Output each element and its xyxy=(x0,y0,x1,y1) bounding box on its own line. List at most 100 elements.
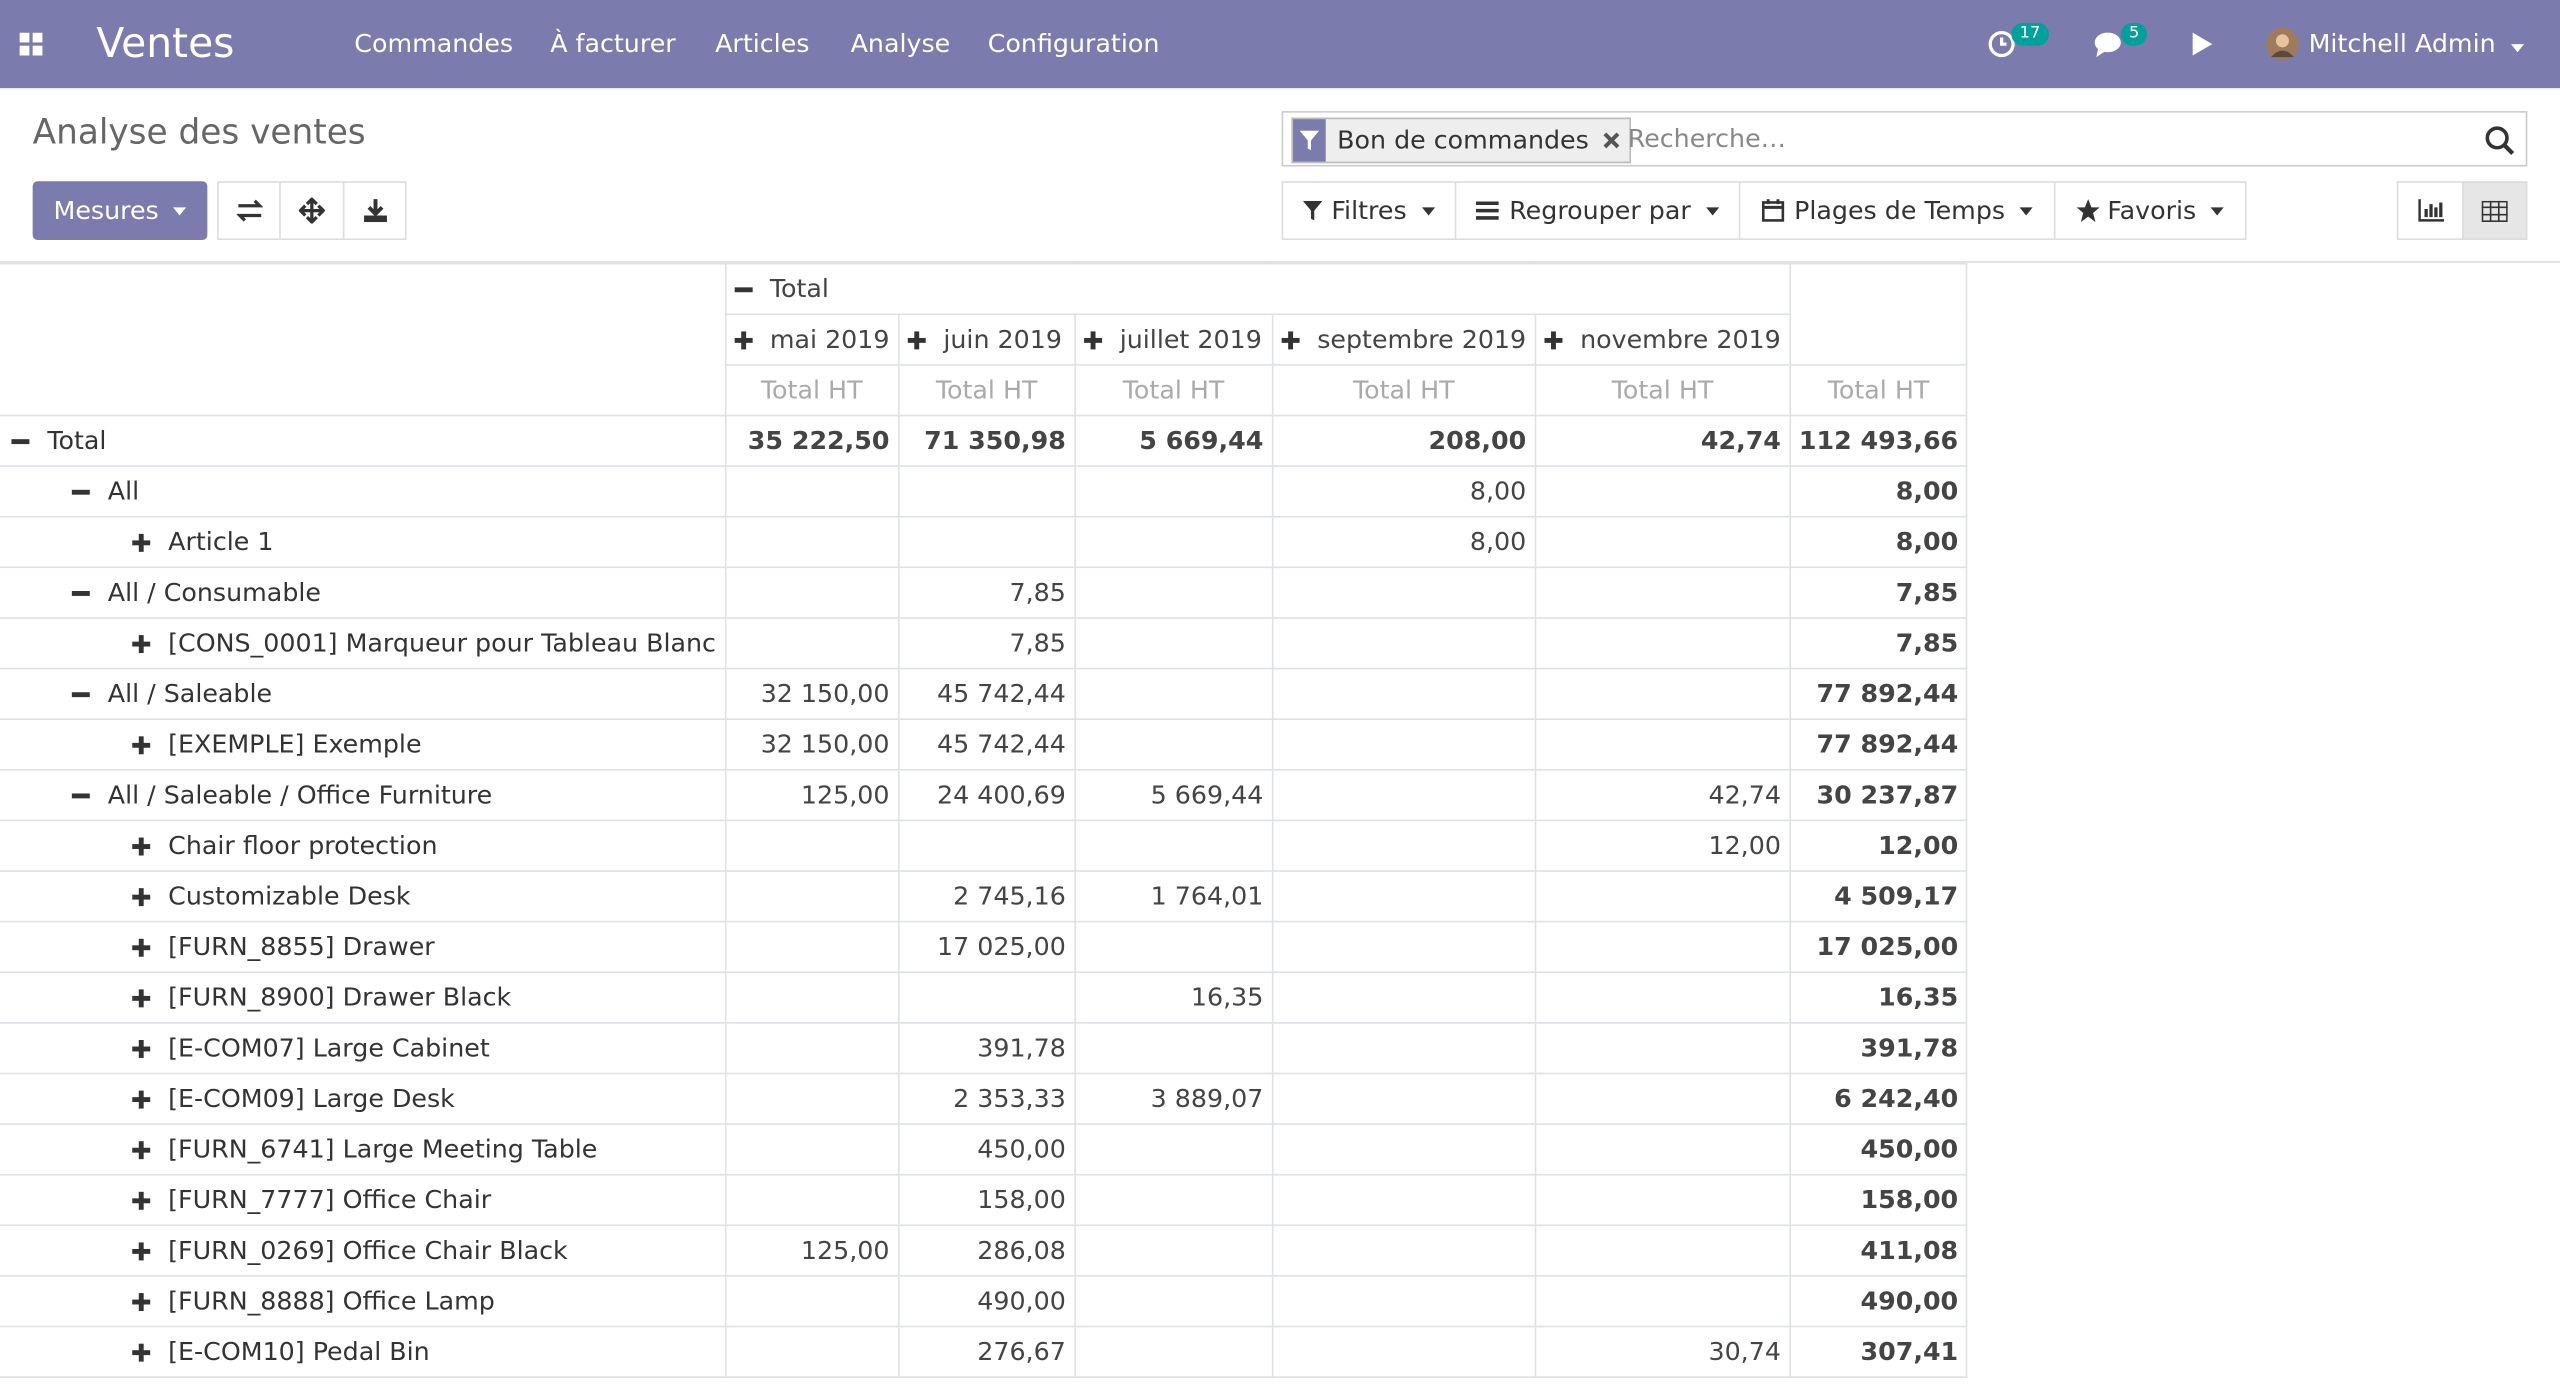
groupby-button[interactable]: Regrouper par xyxy=(1454,181,1741,240)
activity-icon[interactable] xyxy=(1987,29,2016,58)
value-cell: 71 350,98 xyxy=(897,414,1076,467)
flip-axis-button[interactable] xyxy=(217,181,281,240)
expand-icon xyxy=(1544,331,1563,350)
expand-all-button[interactable] xyxy=(279,181,345,240)
avatar[interactable] xyxy=(2266,27,2299,61)
facet-remove[interactable] xyxy=(1603,132,1620,149)
row-label: All xyxy=(107,476,140,507)
value-cell: 2 745,16 xyxy=(897,870,1076,923)
column-header[interactable]: novembre 2019 xyxy=(1534,313,1791,366)
measure-header[interactable]: Total HT xyxy=(1534,364,1791,417)
value-cell: 1 764,01 xyxy=(1073,870,1274,923)
row-header[interactable]: [EXEMPLE] Exemple xyxy=(0,718,726,771)
empty-cell xyxy=(1534,1173,1791,1227)
empty-cell xyxy=(724,617,900,670)
row-header[interactable]: [CONS_0001] Marqueur pour Tableau Blanc xyxy=(0,617,726,670)
row-header[interactable]: [FURN_0269] Office Chair Black xyxy=(0,1224,726,1277)
value-cell: 35 222,50 xyxy=(724,414,900,467)
value-cell: 45 742,44 xyxy=(897,667,1076,720)
expand-icon xyxy=(132,888,151,907)
menu-item[interactable]: À facturer xyxy=(550,29,676,59)
empty-cell xyxy=(1271,1275,1537,1328)
row-header[interactable]: [E-COM10] Pedal Bin xyxy=(0,1325,726,1378)
measure-header[interactable]: Total HT xyxy=(724,364,900,417)
pivot-row: [FURN_0269] Office Chair Black 125,00 286,… xyxy=(0,1224,1968,1277)
favorites-button[interactable]: Favoris xyxy=(2053,181,2247,240)
row-header[interactable]: [FURN_8888] Office Lamp xyxy=(0,1275,726,1328)
empty-cell xyxy=(724,920,900,974)
row-header[interactable]: [E-COM09] Large Desk xyxy=(0,1072,726,1125)
empty-cell xyxy=(1534,1022,1791,1075)
row-label: [CONS_0001] Marqueur pour Tableau Blanc xyxy=(168,628,716,658)
value-cell: 307,41 xyxy=(1789,1325,1968,1378)
row-header[interactable]: All / Consumable xyxy=(0,566,726,619)
expand-icon xyxy=(907,331,926,350)
row-header[interactable]: Article 1 xyxy=(0,515,726,569)
row-header[interactable]: [FURN_8855] Drawer xyxy=(0,920,726,974)
play-icon[interactable] xyxy=(2191,31,2214,57)
value-cell: 391,78 xyxy=(897,1022,1076,1075)
menu-item[interactable]: Commandes xyxy=(354,29,514,59)
value-cell: 32 150,00 xyxy=(724,718,900,771)
row-header[interactable]: All xyxy=(0,465,726,518)
user-menu[interactable]: Mitchell Admin xyxy=(2309,0,2524,88)
row-header[interactable]: [FURN_7777] Office Chair xyxy=(0,1173,726,1227)
download-button[interactable] xyxy=(342,181,407,240)
app-name[interactable]: Ventes xyxy=(96,19,235,67)
empty-cell xyxy=(1271,920,1537,974)
column-label: juin 2019 xyxy=(943,324,1062,355)
measure-header[interactable]: Total HT xyxy=(1271,364,1537,417)
empty-cell xyxy=(724,870,900,923)
apps-icon[interactable] xyxy=(19,32,43,56)
search-icon[interactable] xyxy=(2485,126,2515,155)
column-header[interactable]: septembre 2019 xyxy=(1271,313,1537,366)
menu-item[interactable]: Articles xyxy=(715,29,810,59)
measure-header[interactable]: Total HT xyxy=(1073,364,1274,417)
row-header[interactable]: All / Saleable / Office Furniture xyxy=(0,768,726,822)
row-header[interactable]: Total xyxy=(0,414,726,467)
column-label: juillet 2019 xyxy=(1119,324,1262,355)
pivot-row: [EXEMPLE] Exemple 32 150,00 45 742,44 77 89… xyxy=(0,718,1968,771)
row-header[interactable]: [FURN_6741] Large Meeting Table xyxy=(0,1123,726,1176)
pivot-view-button[interactable] xyxy=(2462,181,2528,240)
pivot-row: [FURN_8888] Office Lamp 490,00 490,00 xyxy=(0,1275,1968,1328)
messages-badge: 5 xyxy=(2120,22,2148,46)
filters-button[interactable]: Filtres xyxy=(1281,181,1457,240)
value-cell: 4 509,17 xyxy=(1789,870,1968,923)
empty-cell xyxy=(724,566,900,619)
value-cell: 158,00 xyxy=(1789,1173,1968,1227)
column-header[interactable]: juin 2019 xyxy=(897,313,1076,366)
empty-cell xyxy=(1534,667,1791,720)
column-header[interactable]: juillet 2019 xyxy=(1073,313,1274,366)
row-header[interactable]: [FURN_8900] Drawer Black xyxy=(0,971,726,1024)
measure-header[interactable]: Total HT xyxy=(897,364,1076,417)
menu-item[interactable]: Analyse xyxy=(850,29,951,59)
measure-header[interactable]: Total HT xyxy=(1789,364,1968,417)
column-header[interactable]: mai 2019 xyxy=(724,313,900,366)
row-header[interactable]: All / Saleable xyxy=(0,667,726,720)
graph-view-button[interactable] xyxy=(2396,181,2464,240)
empty-cell xyxy=(1271,667,1537,720)
column-group-header[interactable]: Total xyxy=(724,262,1791,316)
expand-icon xyxy=(132,938,151,957)
empty-cell xyxy=(1271,1325,1537,1378)
messages-icon[interactable] xyxy=(2093,29,2129,58)
empty-cell xyxy=(1271,1173,1537,1227)
row-header[interactable]: [E-COM07] Large Cabinet xyxy=(0,1022,726,1075)
measures-button[interactable]: Mesures xyxy=(32,181,208,240)
empty-cell xyxy=(1073,515,1274,569)
row-header[interactable]: Chair floor protection xyxy=(0,819,726,872)
timeranges-button[interactable]: Plages de Temps xyxy=(1738,181,2056,240)
row-label: Article 1 xyxy=(168,527,274,557)
caret xyxy=(173,206,187,215)
search-box[interactable]: Bon de commandes Recherche… xyxy=(1281,111,2528,167)
menu-item[interactable]: Configuration xyxy=(987,29,1160,59)
user-name: Mitchell Admin xyxy=(2308,29,2496,59)
empty-cell xyxy=(1534,1275,1791,1328)
value-cell: 17 025,00 xyxy=(897,920,1076,974)
value-cell: 450,00 xyxy=(1789,1123,1968,1176)
row-header[interactable]: Customizable Desk xyxy=(0,870,726,923)
value-cell: 8,00 xyxy=(1271,515,1537,569)
corner-cell xyxy=(0,262,726,417)
